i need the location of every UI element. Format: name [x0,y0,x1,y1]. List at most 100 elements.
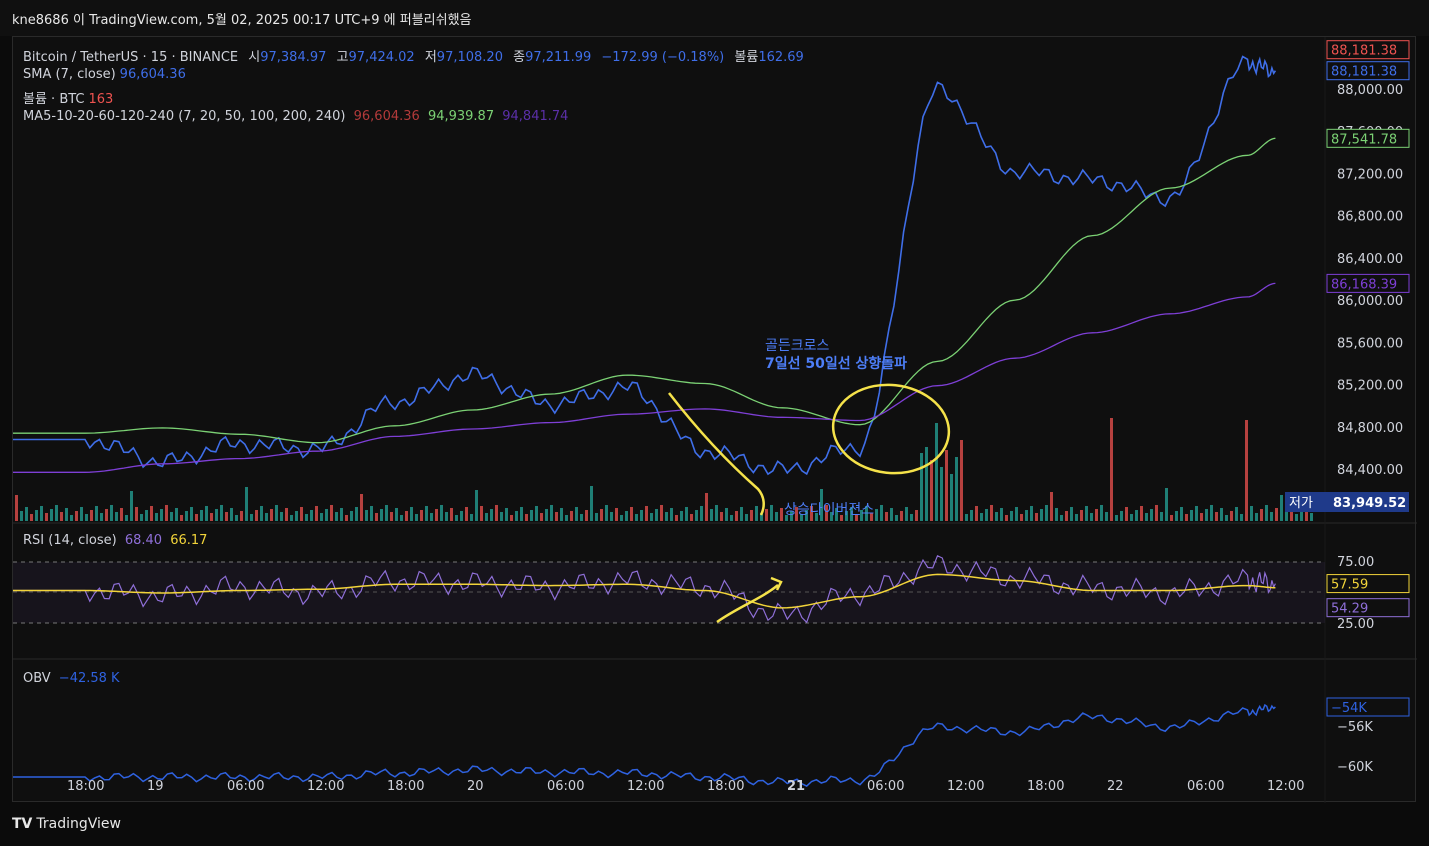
volume-bar [585,510,588,521]
volume-bar [965,514,968,521]
volume-bar [1010,511,1013,521]
volume-bar [1100,505,1103,521]
volume-bar [40,506,43,521]
volume-bar [955,457,958,521]
volume-bar [980,513,983,521]
price-line [13,55,1277,476]
volume-bar [210,513,213,521]
legend-ma-label: MA5-10-20-60-120-240 (7, 20, 50, 100, 20… [23,109,346,124]
volume-bar [910,514,913,521]
volume-bar [1055,508,1058,521]
time-tick: 12:00 [307,779,344,794]
volume-bar [975,506,978,521]
volume-bar [1020,514,1023,521]
annotation-golden1: 골든크로스 [765,338,830,354]
volume-bar [275,505,278,521]
volume-bar [610,512,613,521]
volume-bar [165,505,168,521]
volume-bar [545,509,548,521]
volume-bar [125,515,128,521]
volume-bar [770,505,773,521]
volume-bar [680,511,683,521]
volume-bar [1165,488,1168,521]
volume-bar [1065,511,1068,521]
volume-bar [695,510,698,521]
volume-bar [825,505,828,521]
volume-bar [1255,513,1258,521]
volume-bar [95,506,98,521]
time-tick: 06:00 [547,779,584,794]
volume-bar [285,508,288,521]
volume-bar [935,423,938,521]
volume-bar [690,514,693,521]
price-tick: 88,000.00 [1337,83,1403,98]
volume-bar [950,474,953,521]
volume-bar [1285,511,1288,521]
volume-bar [1305,506,1308,521]
legend-rsi[interactable]: RSI (14, close) 68.40 66.17 [23,533,207,548]
volume-bar [220,505,223,521]
volume-bar [1030,506,1033,521]
volume-bar [1130,514,1133,521]
volume-bar [515,511,518,521]
volume-bar [270,509,273,521]
obv-tick: −56K [1337,720,1373,735]
badge-blue: 88,181.38 [1326,61,1410,81]
chart-panel[interactable]: 88,400.0088,000.0087,600.0087,200.0086,8… [12,36,1417,803]
volume-bar [1175,511,1178,521]
volume-bar [1240,514,1243,521]
volume-bar [760,513,763,521]
tradingview-logo: TV [12,816,33,832]
volume-bar [470,514,473,521]
volume-bar [1060,515,1063,521]
price-tick: 86,000.00 [1337,294,1403,309]
legend-volume-btc[interactable]: 볼륨 · BTC 163 [23,88,113,107]
annotation-circle [831,383,951,475]
volume-bar [640,510,643,521]
chart-svg[interactable]: 88,400.0088,000.0087,600.0087,200.0086,8… [13,37,1417,803]
volume-bar [590,486,593,521]
legend-sma-label: SMA (7, close) [23,67,116,82]
legend-volume-btc-label: 볼륨 · BTC [23,92,85,107]
volume-bar [55,505,58,521]
volume-bar [850,507,853,521]
volume-bar [620,515,623,521]
volume-bar [1045,505,1048,521]
volume-bar [730,515,733,521]
svg-text:87,541.78: 87,541.78 [1331,132,1397,147]
volume-bar [80,507,83,521]
volume-bar [410,507,413,521]
volume-bar [150,506,153,521]
time-tick: 18:00 [707,779,744,794]
legend-symbol[interactable]: Bitcoin / TetherUS · 15 · BINANCE [23,50,239,65]
volume-bar [660,505,663,521]
volume-bar [1235,507,1238,521]
volume-bar [135,507,138,521]
legend-sma[interactable]: SMA (7, close) 96,604.36 [23,67,186,82]
legend-obv[interactable]: OBV −42.58 K [23,671,120,686]
legend-volume: 162.69 [758,50,804,65]
rsi-ma-line [13,573,1276,609]
volume-bar [735,511,738,521]
ma-green-line [13,137,1276,444]
rsi-badge-yellow: 57.59 [1326,574,1410,594]
volume-bar [370,506,373,521]
volume-bar [570,511,573,521]
time-tick: 18:00 [387,779,424,794]
volume-bar [665,512,668,521]
badge-red: 88,181.38 [1326,40,1410,60]
volume-bar [790,511,793,521]
footer-brand[interactable]: TV TradingView [12,816,121,832]
svg-text:88,181.38: 88,181.38 [1331,44,1397,59]
volume-bar [655,509,658,521]
volume-bar [550,505,553,521]
volume-bar [175,508,178,521]
svg-text:57.59: 57.59 [1331,578,1368,593]
legend-ma[interactable]: MA5-10-20-60-120-240 (7, 20, 50, 100, 20… [23,109,568,124]
rsi-tick: 25.00 [1337,617,1374,632]
price-tick: 84,400.00 [1337,463,1403,478]
volume-bar [1035,513,1038,521]
volume-bar [725,508,728,521]
volume-bar [430,513,433,521]
volume-bar [120,508,123,521]
